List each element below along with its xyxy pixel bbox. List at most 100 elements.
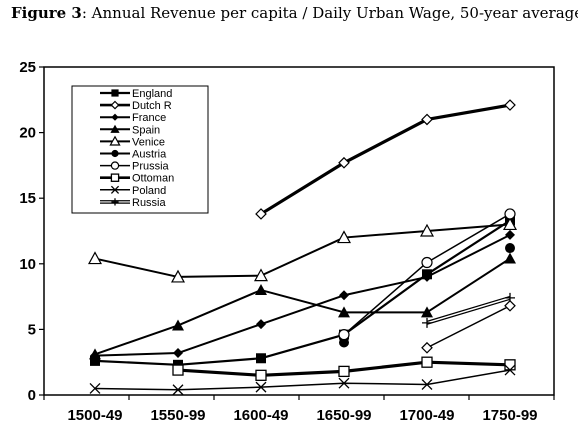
legend-item-prussia-label: Prussia [132, 161, 170, 173]
series-venice-line [94, 223, 511, 278]
legend-item-poland-label: Poland [132, 185, 166, 197]
series-poland-point [89, 382, 101, 394]
series-poland-point [172, 384, 184, 396]
legend-item-poland-marker [110, 185, 120, 194]
series-dutch-r-point [255, 208, 267, 220]
series-france-point [505, 229, 515, 240]
series-layer [87, 99, 518, 396]
y-tick-label: 20 [19, 125, 36, 142]
legend-item-england: England [100, 88, 172, 100]
legend-item-austria-marker [111, 149, 119, 158]
series-england-line [94, 219, 511, 366]
series-dutch-r-point [504, 99, 516, 111]
legend-item-venice: Venice [100, 135, 165, 148]
legend-item-prussia: Prussia [100, 161, 170, 173]
legend-box [71, 85, 209, 214]
x-tick-label: 1600-49 [233, 407, 288, 424]
series-prussia-point [504, 208, 516, 220]
legend-item-ottoman-marker [110, 173, 120, 182]
x-tick-label: 1750-99 [482, 407, 537, 424]
series-venice-point [336, 230, 352, 244]
series-spain-point [89, 348, 101, 360]
series-unlabeled-10 [421, 299, 516, 354]
legend-item-england-label: England [132, 88, 172, 100]
series-poland [89, 364, 516, 396]
series-russia-line-inner [426, 297, 511, 324]
legend-item-russia-label: Russia [132, 197, 167, 209]
legend-item-prussia-marker [110, 161, 120, 170]
legend-item-austria: Austria [100, 149, 167, 161]
series-unlabeled-10-point [504, 299, 516, 312]
x-tick-label: 1700-49 [399, 407, 454, 424]
legend-item-austria-label: Austria [132, 149, 167, 161]
y-tick-label: 5 [28, 321, 36, 338]
series-prussia-point [338, 329, 350, 341]
series-france-point [173, 348, 183, 359]
legend-item-spain-marker [110, 124, 120, 133]
series-venice-point [253, 268, 269, 282]
series-russia-point [422, 317, 432, 328]
series-venice-point [502, 217, 518, 231]
x-tick-label: 1500-49 [67, 407, 122, 424]
series-austria [339, 243, 515, 348]
legend-item-dutch-r-label: Dutch R [132, 100, 172, 112]
series-ottoman-point [338, 365, 350, 378]
series-russia [422, 292, 515, 328]
series-spain-point [172, 319, 184, 331]
series-spain-point [504, 252, 516, 264]
series-spain-point [421, 306, 433, 318]
series-ottoman-point [172, 364, 184, 376]
series-ottoman-point [255, 369, 267, 381]
figure-caption-text: : Annual Revenue per capita / Daily Urba… [81, 4, 578, 22]
figure-caption: Figure 3: Annual Revenue per capita / Da… [11, 4, 578, 22]
series-venice [87, 217, 518, 283]
y-tick-label: 15 [19, 190, 36, 207]
legend-item-england-marker [111, 89, 119, 97]
series-spain [89, 252, 516, 360]
legend-item-france-label: France [132, 112, 166, 124]
legend-item-spain: Spain [100, 124, 160, 136]
series-venice-point [170, 269, 186, 283]
series-spain-line [94, 257, 511, 356]
legend-item-dutch-r-marker [110, 100, 120, 110]
legend-item-france-marker [111, 113, 119, 121]
series-venice-point [419, 223, 435, 237]
legend-item-spain-label: Spain [132, 124, 160, 136]
y-tick-label: 25 [19, 59, 36, 76]
series-austria-point [339, 337, 349, 348]
series-dutch-r-line [260, 103, 511, 216]
x-tick-label: 1650-99 [316, 407, 371, 424]
series-spain-point [255, 284, 267, 296]
legend-item-poland: Poland [100, 185, 166, 197]
series-france-point [422, 271, 432, 282]
y-tick-label: 10 [19, 256, 36, 273]
legend-item-ottoman-label: Ottoman [132, 173, 174, 185]
x-tick-label: 1550-99 [150, 407, 205, 424]
series-ottoman [172, 356, 516, 381]
series-poland-point [421, 379, 433, 390]
legend-item-france: France [100, 112, 166, 124]
series-unlabeled-10-point [421, 341, 433, 354]
series-ottoman-point [504, 359, 516, 371]
series-england-point [256, 353, 266, 364]
series-france-line [94, 234, 511, 357]
series-france-point [256, 319, 266, 330]
series-prussia-point [421, 256, 433, 269]
series-poland-point [504, 364, 516, 376]
series-unlabeled-10-line [426, 305, 511, 349]
series-austria-point [505, 243, 515, 254]
series-poland-point [338, 377, 350, 389]
legend-item-dutch-r: Dutch R [100, 100, 172, 112]
series-venice-point [87, 251, 103, 265]
series-dutch-r [255, 99, 516, 220]
y-axis: 0 5 10 15 20 25 [19, 59, 44, 404]
series-poland-line [94, 369, 511, 391]
x-axis: 1500-49 1550-99 1600-49 1650-99 1700-49 1750-… [43, 395, 555, 424]
legend-item-venice-marker [109, 135, 121, 146]
series-england-point [90, 355, 100, 366]
legend-item-ottoman: Ottoman [100, 173, 174, 185]
series-france-point [339, 290, 349, 301]
y-tick-label: 0 [28, 387, 36, 404]
